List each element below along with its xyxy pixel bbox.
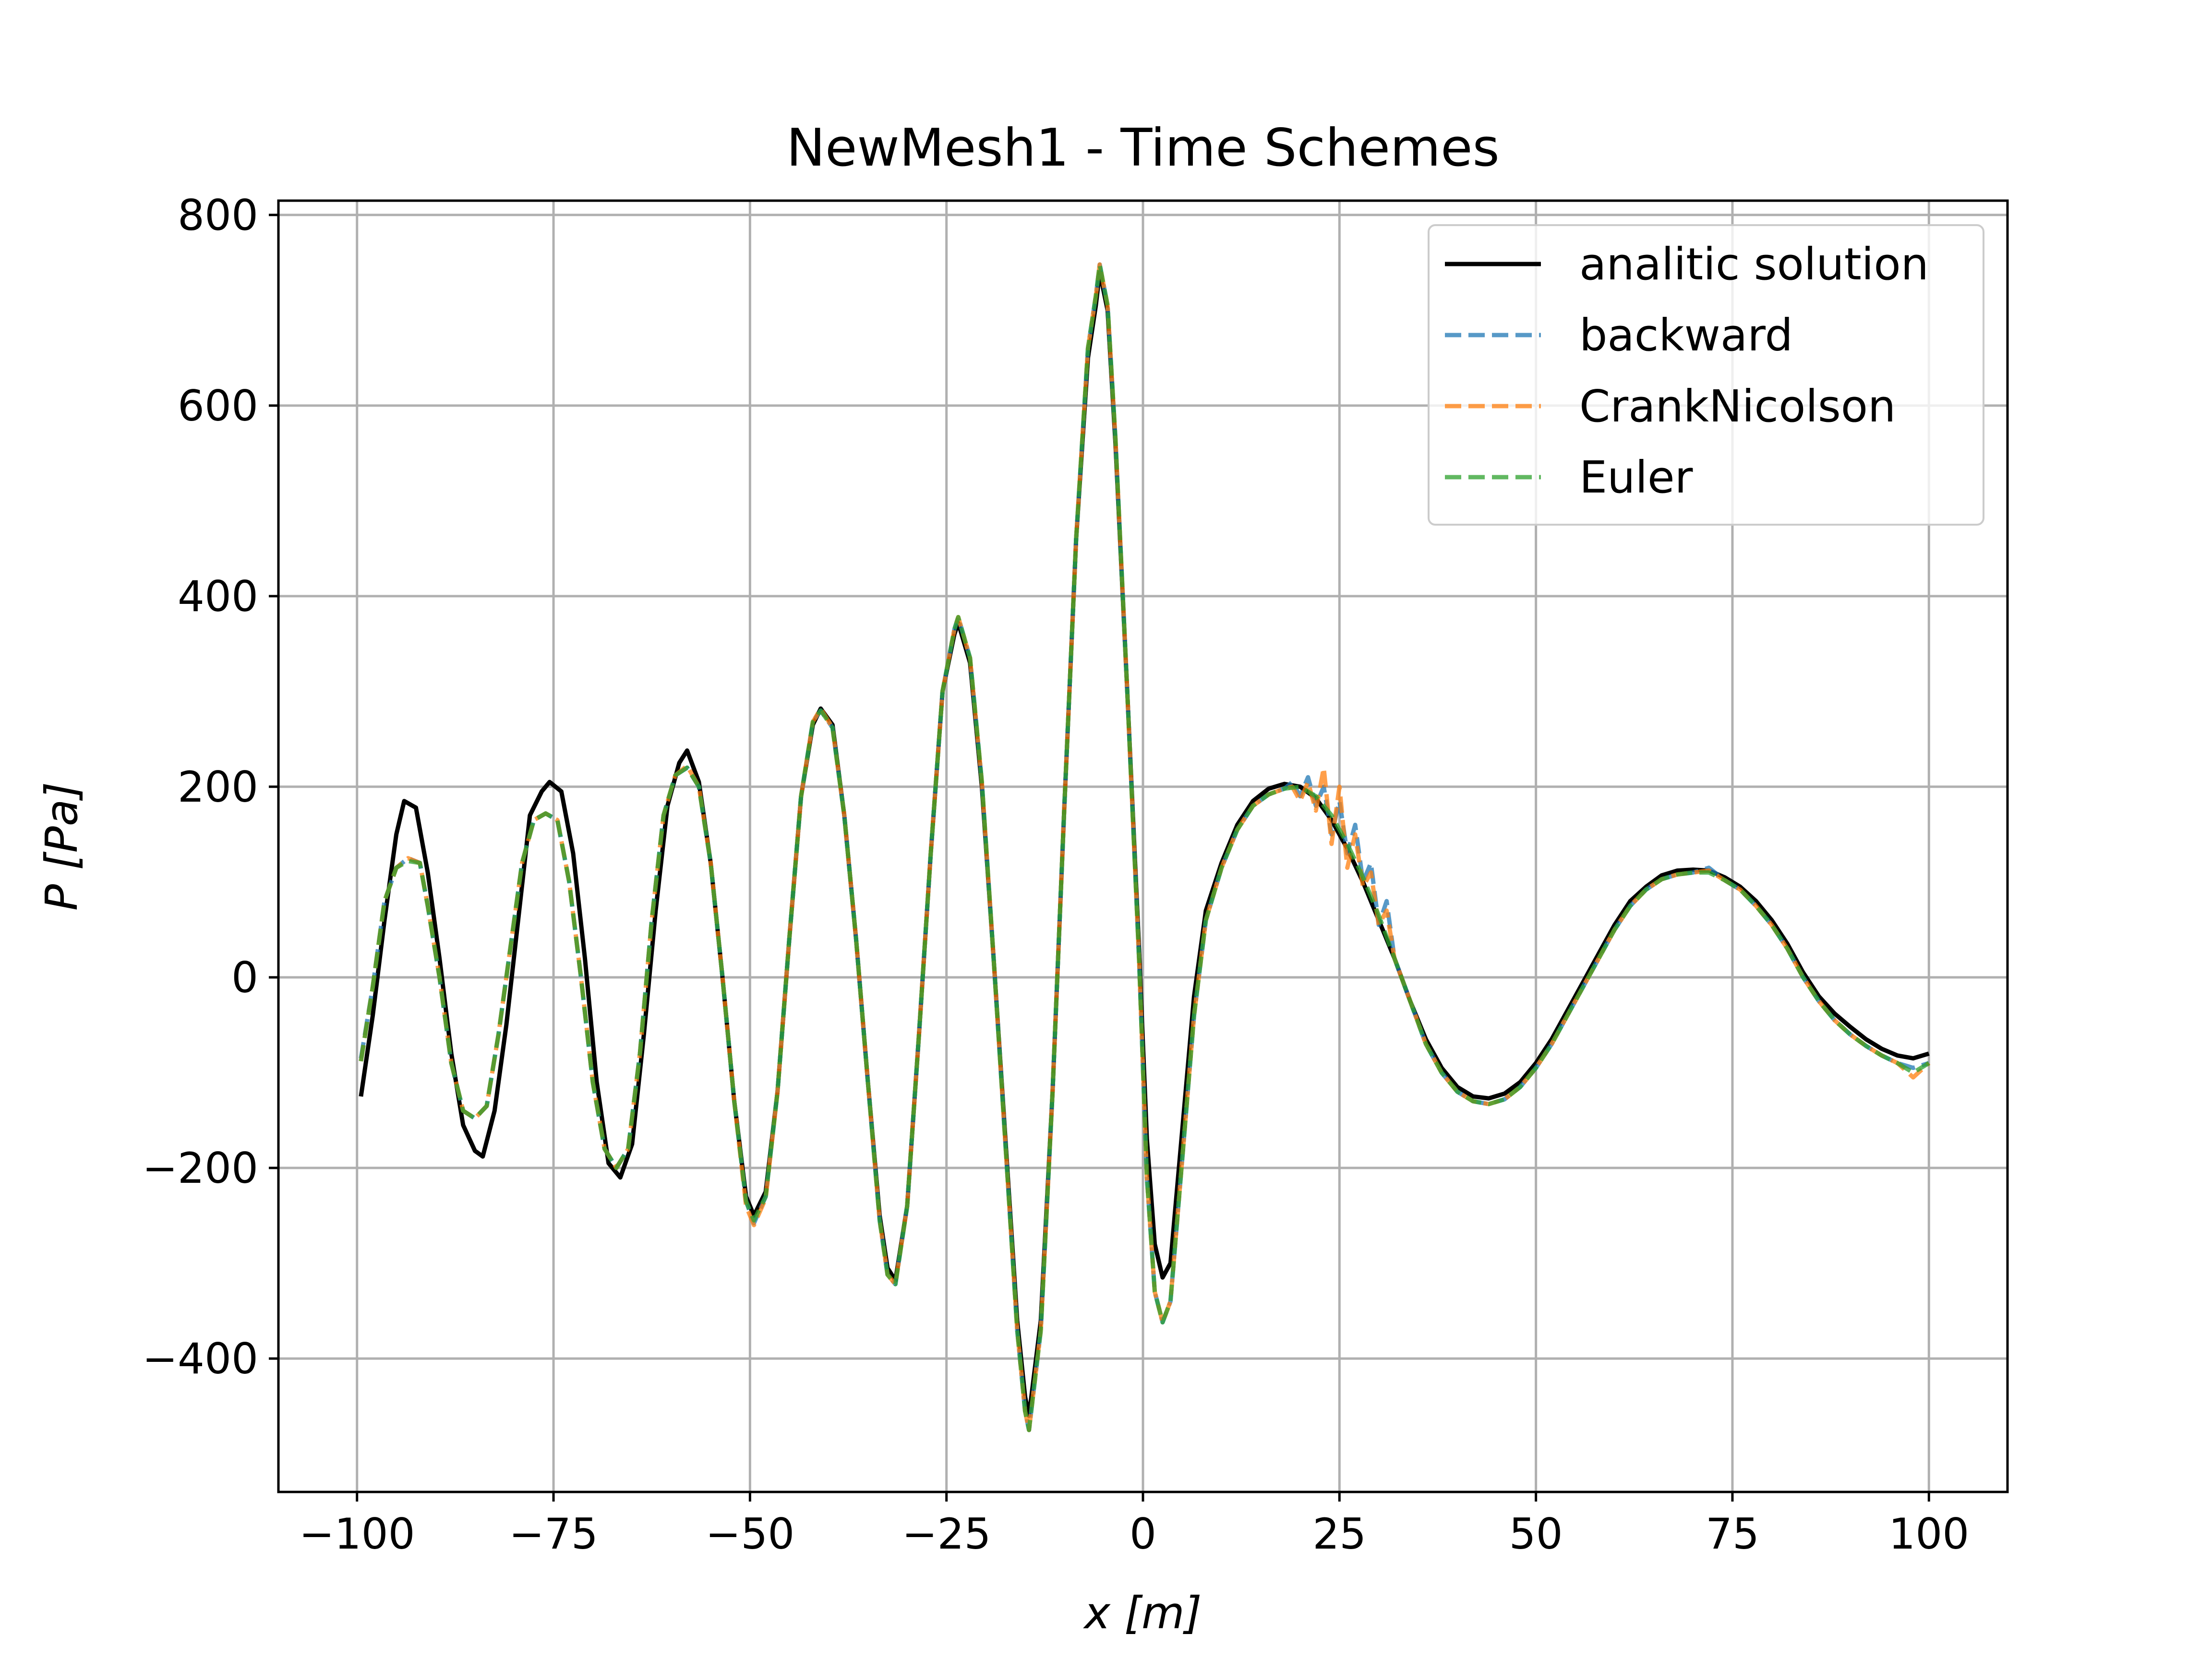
x-tick-label: 75 (1706, 1509, 1759, 1559)
series-lines (359, 262, 1931, 1432)
chart-title: NewMesh1 - Time Schemes (786, 118, 1500, 178)
x-tick-label: −75 (509, 1509, 598, 1559)
x-axis-ticks: −100 −75 −50 −25 0 25 50 75 100 (299, 1492, 1969, 1559)
legend-label-2: CrankNicolson (1579, 381, 1896, 432)
y-tick-label: 400 (178, 572, 258, 621)
legend-entries: analitic solution backward CrankNicolson Eu… (1445, 239, 1929, 503)
y-tick-label: −400 (142, 1334, 258, 1383)
y-axis-label: P [Pa] (36, 782, 87, 911)
legend-label-0: analitic solution (1579, 239, 1929, 290)
x-axis-label: x [m] (1082, 1587, 1202, 1639)
legend-label-3: Euler (1579, 452, 1693, 503)
y-tick-label: 800 (178, 191, 258, 240)
x-tick-label: 50 (1509, 1509, 1563, 1559)
x-tick-label: 25 (1312, 1509, 1366, 1559)
x-tick-label: 0 (1130, 1509, 1156, 1559)
y-tick-label: −200 (142, 1143, 258, 1193)
x-tick-label: −100 (299, 1509, 415, 1559)
legend-label-1: backward (1579, 310, 1793, 361)
legend: analitic solution backward CrankNicolson Eu… (1428, 224, 1984, 526)
y-axis-ticks: −400 −200 0 200 400 600 800 (142, 191, 278, 1383)
y-tick-label: 200 (178, 762, 258, 812)
y-tick-label: 0 (231, 953, 258, 1002)
legend-box (1428, 224, 1984, 526)
x-tick-label: 100 (1888, 1509, 1969, 1559)
x-tick-label: −50 (706, 1509, 795, 1559)
y-tick-label: 600 (178, 381, 258, 431)
x-tick-label: −25 (902, 1509, 991, 1559)
series-line-3 (359, 262, 1930, 1432)
